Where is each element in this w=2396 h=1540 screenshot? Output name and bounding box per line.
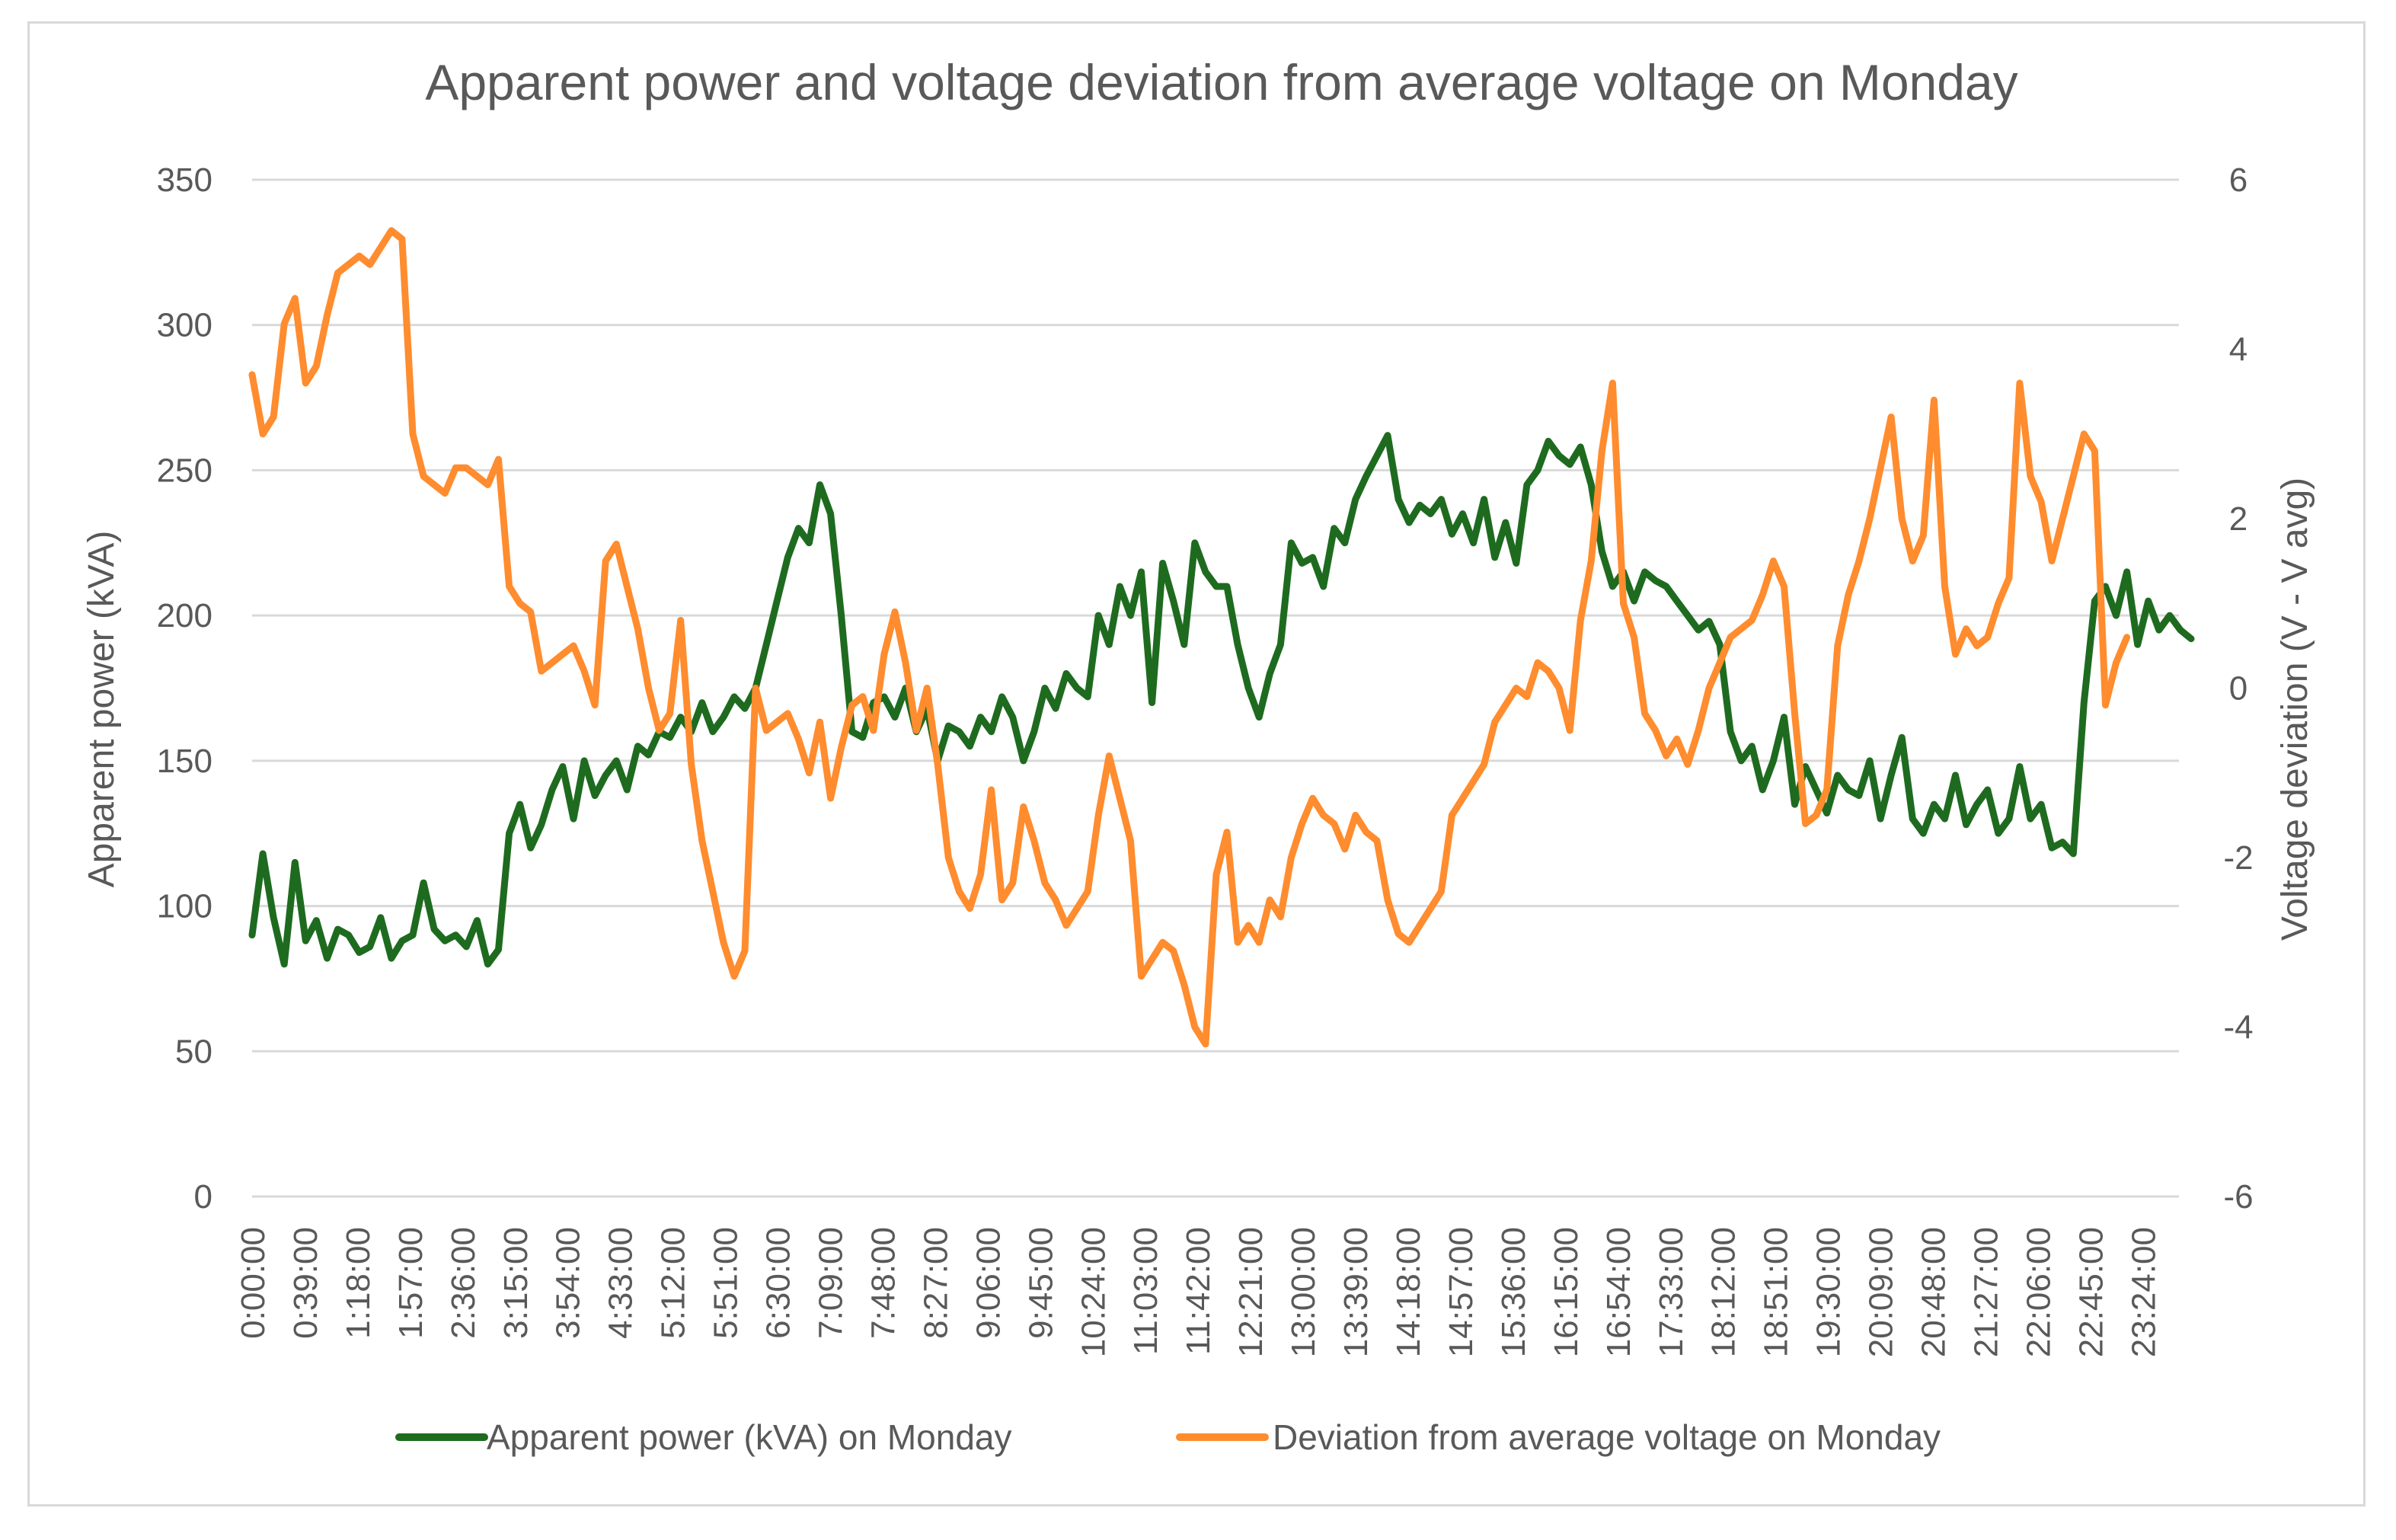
y2-tick-0: 0 xyxy=(2229,670,2247,708)
x-tick-14:18:00: 14:18:00 xyxy=(1390,1227,1427,1357)
y-tick-350: 350 xyxy=(157,161,212,199)
x-tick-20:48:00: 20:48:00 xyxy=(1915,1227,1953,1357)
x-axis-ticks: 0:00:00 0:39:00 1:18:00 1:57:00 2:36:00 3:15:… xyxy=(235,1227,2162,1357)
series-lines xyxy=(248,227,2195,1048)
chart-area: Apparent power and voltage deviation fro… xyxy=(27,21,2366,1506)
y-tick-250: 250 xyxy=(157,452,212,489)
y-tick-50: 50 xyxy=(175,1033,212,1070)
y-tick-0: 0 xyxy=(194,1178,212,1216)
x-tick-18:12:00: 18:12:00 xyxy=(1705,1227,1743,1357)
x-tick-2:36:00: 2:36:00 xyxy=(445,1227,482,1339)
y-tick-100: 100 xyxy=(157,888,212,925)
y2-tick--2: -2 xyxy=(2223,839,2253,877)
x-tick-21:27:00: 21:27:00 xyxy=(1967,1227,2005,1357)
y2-tick-6: 6 xyxy=(2229,161,2247,199)
right-axis-ticks: -6 -4 -2 0 2 4 6 xyxy=(2223,161,2253,1216)
x-tick-13:39:00: 13:39:00 xyxy=(1337,1227,1375,1357)
x-tick-6:30:00: 6:30:00 xyxy=(760,1227,797,1339)
x-tick-18:51:00: 18:51:00 xyxy=(1758,1227,1795,1357)
legend-label-1: Apparent power (kVA) on Monday xyxy=(487,1417,1012,1457)
x-tick-16:54:00: 16:54:00 xyxy=(1600,1227,1637,1357)
y-tick-300: 300 xyxy=(157,307,212,344)
x-tick-0:00:00: 0:00:00 xyxy=(235,1227,272,1339)
y2-tick--4: -4 xyxy=(2223,1009,2253,1046)
series-line-2 xyxy=(248,227,2131,1048)
x-tick-22:06:00: 22:06:00 xyxy=(2020,1227,2057,1357)
x-tick-3:54:00: 3:54:00 xyxy=(550,1227,587,1339)
x-tick-8:27:00: 8:27:00 xyxy=(917,1227,954,1339)
right-axis-title: Voltage deviation (V - V avg) xyxy=(2275,478,2315,941)
y2-tick--6: -6 xyxy=(2223,1178,2253,1216)
chart-title: Apparent power and voltage deviation fro… xyxy=(425,54,2017,110)
x-tick-16:15:00: 16:15:00 xyxy=(1548,1227,1585,1357)
x-tick-19:30:00: 19:30:00 xyxy=(1810,1227,1848,1357)
x-tick-5:51:00: 5:51:00 xyxy=(708,1227,745,1339)
x-tick-9:45:00: 9:45:00 xyxy=(1022,1227,1059,1339)
left-axis-ticks: 0 50 100 150 200 250 300 350 xyxy=(157,161,212,1216)
x-tick-14:57:00: 14:57:00 xyxy=(1442,1227,1480,1357)
left-axis-title: Apparent power (kVA) xyxy=(81,531,122,888)
x-tick-23:24:00: 23:24:00 xyxy=(2125,1227,2162,1357)
x-tick-13:00:00: 13:00:00 xyxy=(1285,1227,1322,1357)
x-tick-17:33:00: 17:33:00 xyxy=(1653,1227,1690,1357)
y-tick-200: 200 xyxy=(157,597,212,634)
y-tick-150: 150 xyxy=(157,743,212,780)
y2-tick-4: 4 xyxy=(2229,331,2247,369)
legend-label-2: Deviation from average voltage on Monday xyxy=(1273,1417,1941,1457)
x-tick-15:36:00: 15:36:00 xyxy=(1495,1227,1532,1357)
x-tick-11:03:00: 11:03:00 xyxy=(1127,1227,1164,1355)
x-tick-22:45:00: 22:45:00 xyxy=(2072,1227,2110,1357)
x-tick-9:06:00: 9:06:00 xyxy=(970,1227,1007,1339)
series-line-1 xyxy=(248,432,2195,968)
x-tick-12:21:00: 12:21:00 xyxy=(1232,1227,1270,1357)
x-tick-10:24:00: 10:24:00 xyxy=(1075,1227,1112,1357)
chart-svg: Apparent power and voltage deviation fro… xyxy=(81,54,2315,1457)
x-tick-1:18:00: 1:18:00 xyxy=(340,1227,377,1339)
x-tick-1:57:00: 1:57:00 xyxy=(392,1227,430,1339)
x-tick-7:09:00: 7:09:00 xyxy=(812,1227,849,1339)
legend: Apparent power (kVA) on Monday Deviation … xyxy=(395,1417,1941,1457)
x-tick-7:48:00: 7:48:00 xyxy=(864,1227,902,1339)
x-tick-11:42:00: 11:42:00 xyxy=(1180,1227,1217,1355)
x-tick-5:12:00: 5:12:00 xyxy=(655,1227,692,1339)
gridlines xyxy=(252,178,2179,1198)
x-tick-0:39:00: 0:39:00 xyxy=(287,1227,324,1339)
y2-tick-2: 2 xyxy=(2229,500,2247,538)
x-tick-20:09:00: 20:09:00 xyxy=(1863,1227,1900,1357)
x-tick-3:15:00: 3:15:00 xyxy=(497,1227,535,1339)
x-tick-4:33:00: 4:33:00 xyxy=(602,1227,640,1339)
